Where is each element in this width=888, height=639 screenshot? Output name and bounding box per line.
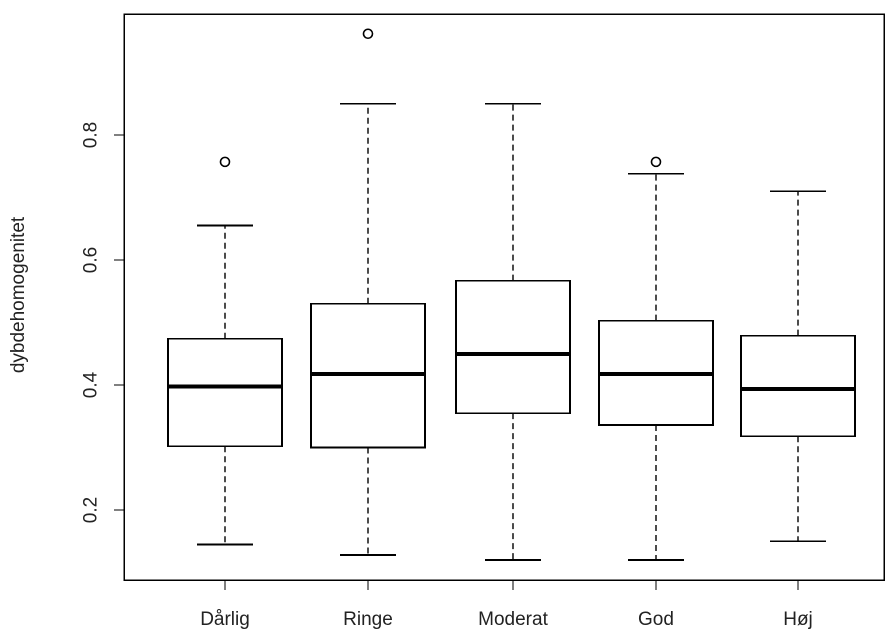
- box-iqr: [167, 337, 283, 448]
- y-tick-label: 0.4: [81, 371, 102, 398]
- y-tick-label: 0.6: [81, 247, 102, 273]
- x-tick-label: Høj: [783, 609, 813, 630]
- outlier-point: [362, 28, 374, 40]
- box-iqr: [740, 334, 856, 438]
- y-axis-title: dybdehomogenitet: [8, 216, 29, 373]
- x-tick-label: God: [638, 609, 674, 630]
- outlier-point: [219, 156, 231, 168]
- outlier-point: [650, 156, 662, 168]
- box-iqr: [455, 279, 571, 414]
- y-tick-label: 0.2: [81, 497, 102, 523]
- x-tick-label: Ringe: [343, 609, 393, 630]
- x-tick-label: Dårlig: [200, 609, 250, 630]
- y-tick-label: 0.8: [81, 122, 102, 148]
- x-tick-label: Moderat: [478, 609, 548, 630]
- plot-frame: [123, 13, 885, 581]
